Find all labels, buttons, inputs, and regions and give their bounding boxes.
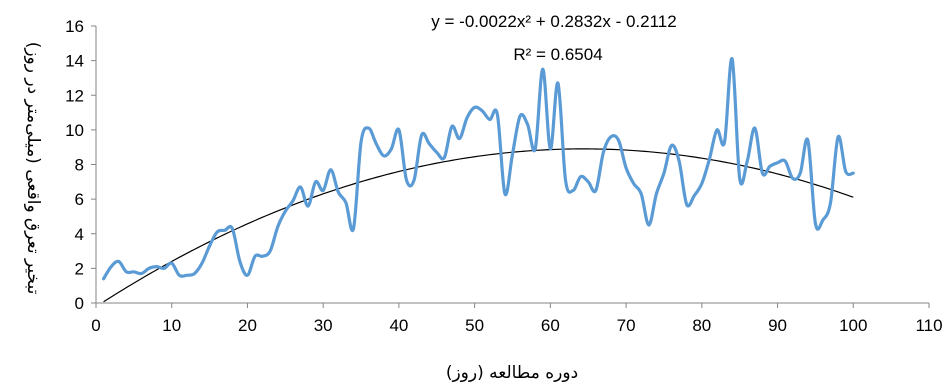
x-tick-label: 10 bbox=[162, 316, 181, 335]
y-tick-label: 14 bbox=[65, 52, 84, 71]
y-tick-label: 0 bbox=[75, 294, 84, 313]
x-tick-label: 30 bbox=[314, 316, 333, 335]
y-axis-title: تبخیر تعرق واقعی (میلی‌متر در روز) bbox=[23, 42, 43, 295]
y-tick-label: 2 bbox=[75, 259, 84, 278]
x-tick-label: 80 bbox=[692, 316, 711, 335]
axis-ticks bbox=[91, 25, 930, 308]
series-line bbox=[101, 57, 855, 281]
x-tick-label: 50 bbox=[465, 316, 484, 335]
y-tick-label: 16 bbox=[65, 17, 84, 36]
trendline-equation: y = -0.0022x² + 0.2832x - 0.2112 bbox=[431, 12, 676, 31]
y-tick-label: 10 bbox=[65, 121, 84, 140]
plot-area: 0 10 20 30 40 50 60 70 80 90 100 110 0 2 4 6 8 10 12 14 16 bbox=[65, 17, 942, 335]
x-tick-label: 100 bbox=[839, 316, 867, 335]
x-tick-label: 40 bbox=[389, 316, 408, 335]
x-tick-label: 20 bbox=[238, 316, 257, 335]
r-squared-label: R² = 0.6504 bbox=[513, 45, 602, 64]
trendline bbox=[103, 148, 854, 303]
y-tick-label: 8 bbox=[75, 156, 84, 175]
x-tick-label: 90 bbox=[768, 316, 787, 335]
x-tick-label: 110 bbox=[915, 316, 942, 335]
y-tick-label: 12 bbox=[65, 86, 84, 105]
x-tick-label: 60 bbox=[541, 316, 560, 335]
x-tick-label: 0 bbox=[91, 316, 100, 335]
x-tick-label: 70 bbox=[617, 316, 636, 335]
y-tick-label: 6 bbox=[75, 190, 84, 209]
tick-labels: 0 10 20 30 40 50 60 70 80 90 100 110 0 2 4 6 8 10 12 14 16 bbox=[65, 17, 942, 335]
y-tick-label: 4 bbox=[75, 225, 84, 244]
x-axis-title: دوره مطالعه (روز) bbox=[446, 363, 578, 383]
